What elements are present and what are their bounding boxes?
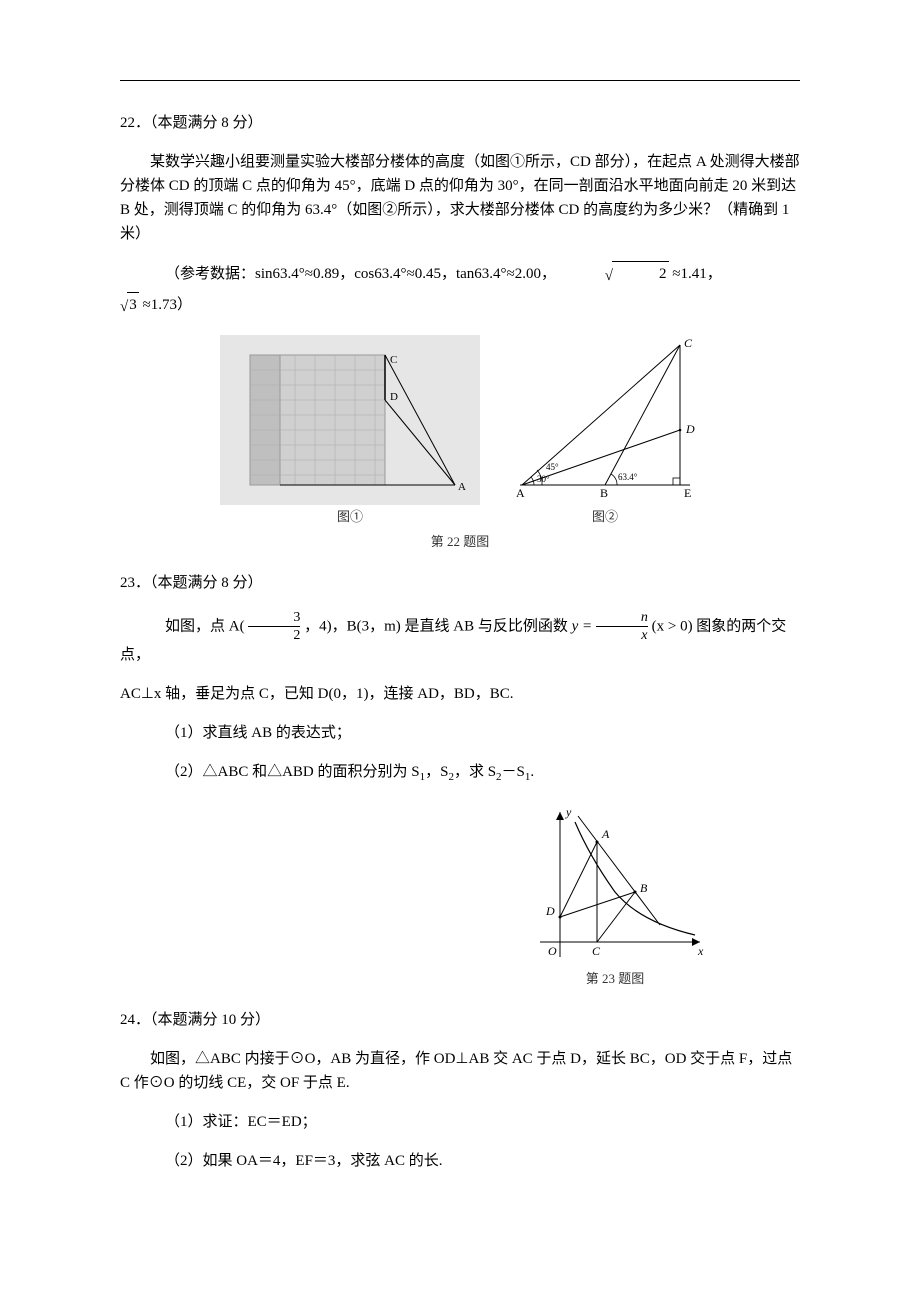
q22-p3-suffix: ≈1.73） <box>139 297 192 313</box>
q23-frac1: 3 2 <box>248 610 300 644</box>
q22-para1: 某数学兴趣小组要测量实验大楼部分楼体的高度（如图①所示，CD 部分），在起点 A… <box>120 150 800 246</box>
q23-sub1: （1）求直线 AB 的表达式； <box>120 721 800 745</box>
q22-angle-634: 63.4° <box>618 472 638 482</box>
q23-p1a: 如图，点 A( <box>165 618 245 634</box>
q23-sub2: （2）△ABC 和△ABD 的面积分别为 S1，S2，求 S2－S1. <box>120 760 800 787</box>
svg-text:D: D <box>390 391 398 403</box>
q23-label-y: y <box>565 805 572 819</box>
q23-label-B: B <box>640 881 648 895</box>
q23-sub2b: ，S <box>425 764 448 780</box>
q23-frac2-den: x <box>596 628 648 643</box>
q23-label-A: A <box>601 827 610 841</box>
q22-label-D: D <box>685 422 695 436</box>
q22-fig1-caption: 图① <box>337 507 363 528</box>
q24-sub2: （2）如果 OA＝4，EF＝3，求弦 AC 的长. <box>120 1149 800 1173</box>
q22-label-E: E <box>684 486 691 500</box>
q22-label-B: B <box>600 486 608 500</box>
q24-header: 24．（本题满分 10 分） <box>120 1008 800 1032</box>
q23-label-D: D <box>545 904 555 918</box>
q23-sub2e: . <box>530 764 534 780</box>
q23-sub2c: ，求 S <box>454 764 496 780</box>
top-rule <box>120 80 800 81</box>
q22-para2: （参考数据：sin63.4°≈0.89，cos63.4°≈0.45，tan63.… <box>120 261 800 288</box>
q22-angle-30: 30° <box>537 474 550 484</box>
q23-header: 23．（本题满分 8 分） <box>120 571 800 595</box>
q22-label-A: A <box>516 486 525 500</box>
q22-label-C: C <box>684 336 693 350</box>
q22-p2-text: （参考数据：sin63.4°≈0.89，cos63.4°≈0.45，tan63.… <box>165 266 556 282</box>
sqrt2-value: 2 <box>612 261 669 286</box>
q22-p2-mid: ≈1.41， <box>669 266 722 282</box>
q23-para1: 如图，点 A( 3 2 ，4)，B(3，m) 是直线 AB 与反比例函数 y =… <box>120 610 800 668</box>
q23-para2: AC⊥x 轴，垂足为点 C，已知 D(0，1)，连接 AD，BD，BC. <box>120 682 800 706</box>
q23-figure-wrap: O x y A B C D 第 23 题图 <box>120 802 710 990</box>
sqrt2-radical: √ <box>560 264 613 288</box>
q24-sub1: （1）求证：EC＝ED； <box>120 1110 800 1134</box>
q22-fig1-box: C D A 图① <box>220 335 480 528</box>
q22-fig2-box: A B E C D 30° 45° 63.4° 图② <box>510 335 700 528</box>
q22-fig2-caption: 图② <box>592 507 618 528</box>
q22-para3: √3 ≈1.73） <box>120 292 800 319</box>
q22-fig-title: 第 22 题图 <box>120 532 800 553</box>
svg-text:C: C <box>390 354 397 366</box>
q23-label-x: x <box>697 944 704 958</box>
q22-fig1-svg: C D A <box>220 335 480 505</box>
q23-p1b: ，4)，B(3，m) 是直线 AB 与反比例函数 <box>304 618 572 634</box>
q22-figures: C D A 图① <box>120 335 800 528</box>
svg-text:A: A <box>458 481 466 493</box>
q23-fig-title: 第 23 题图 <box>586 969 645 990</box>
q23-frac2-num: n <box>596 610 648 625</box>
q23-frac1-den: 2 <box>248 628 300 643</box>
q23-fig-svg: O x y A B C D <box>520 802 710 967</box>
q23-sub2a: （2）△ABC 和△ABD 的面积分别为 S <box>165 764 420 780</box>
q22-header: 22．（本题满分 8 分） <box>120 111 800 135</box>
q23-frac1-num: 3 <box>248 610 300 625</box>
q23-label-C: C <box>592 944 601 958</box>
q23-eq-y: y = <box>572 618 593 634</box>
sqrt3-value: 3 <box>127 292 139 317</box>
q24-para1: 如图，△ABC 内接于⊙O，AB 为直径，作 OD⊥AB 交 AC 于点 D，延… <box>120 1047 800 1095</box>
q22-angle-45: 45° <box>546 462 559 472</box>
q23-frac2: n x <box>596 610 648 644</box>
q23-sub2d: －S <box>502 764 525 780</box>
q22-fig2-svg: A B E C D 30° 45° 63.4° <box>510 335 700 505</box>
q23-fig-box: O x y A B C D 第 23 题图 <box>520 802 710 990</box>
q23-label-O: O <box>548 944 557 958</box>
